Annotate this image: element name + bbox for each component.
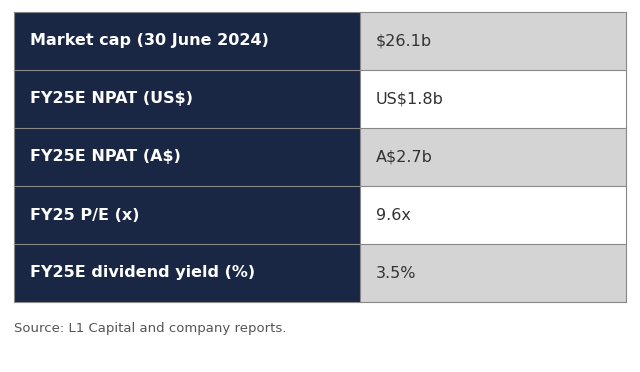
Bar bbox=[360, 244, 626, 302]
Bar bbox=[360, 70, 626, 128]
Bar bbox=[14, 186, 360, 244]
Bar bbox=[14, 70, 360, 128]
Bar bbox=[360, 186, 626, 244]
Text: FY25E NPAT (A$): FY25E NPAT (A$) bbox=[30, 150, 181, 164]
Bar bbox=[14, 244, 360, 302]
Bar bbox=[360, 12, 626, 70]
Text: US$1.8b: US$1.8b bbox=[376, 92, 444, 106]
Text: 9.6x: 9.6x bbox=[376, 208, 411, 222]
Text: $26.1b: $26.1b bbox=[376, 33, 432, 48]
Text: Source: L1 Capital and company reports.: Source: L1 Capital and company reports. bbox=[14, 322, 286, 335]
Text: A$2.7b: A$2.7b bbox=[376, 150, 433, 164]
Text: 3.5%: 3.5% bbox=[376, 266, 417, 280]
Bar bbox=[360, 128, 626, 186]
Text: Market cap (30 June 2024): Market cap (30 June 2024) bbox=[30, 33, 269, 48]
Bar bbox=[14, 128, 360, 186]
Text: FY25E dividend yield (%): FY25E dividend yield (%) bbox=[30, 266, 255, 280]
Bar bbox=[14, 12, 360, 70]
Text: FY25 P/E (x): FY25 P/E (x) bbox=[30, 208, 140, 222]
Text: FY25E NPAT (US$): FY25E NPAT (US$) bbox=[30, 92, 193, 106]
